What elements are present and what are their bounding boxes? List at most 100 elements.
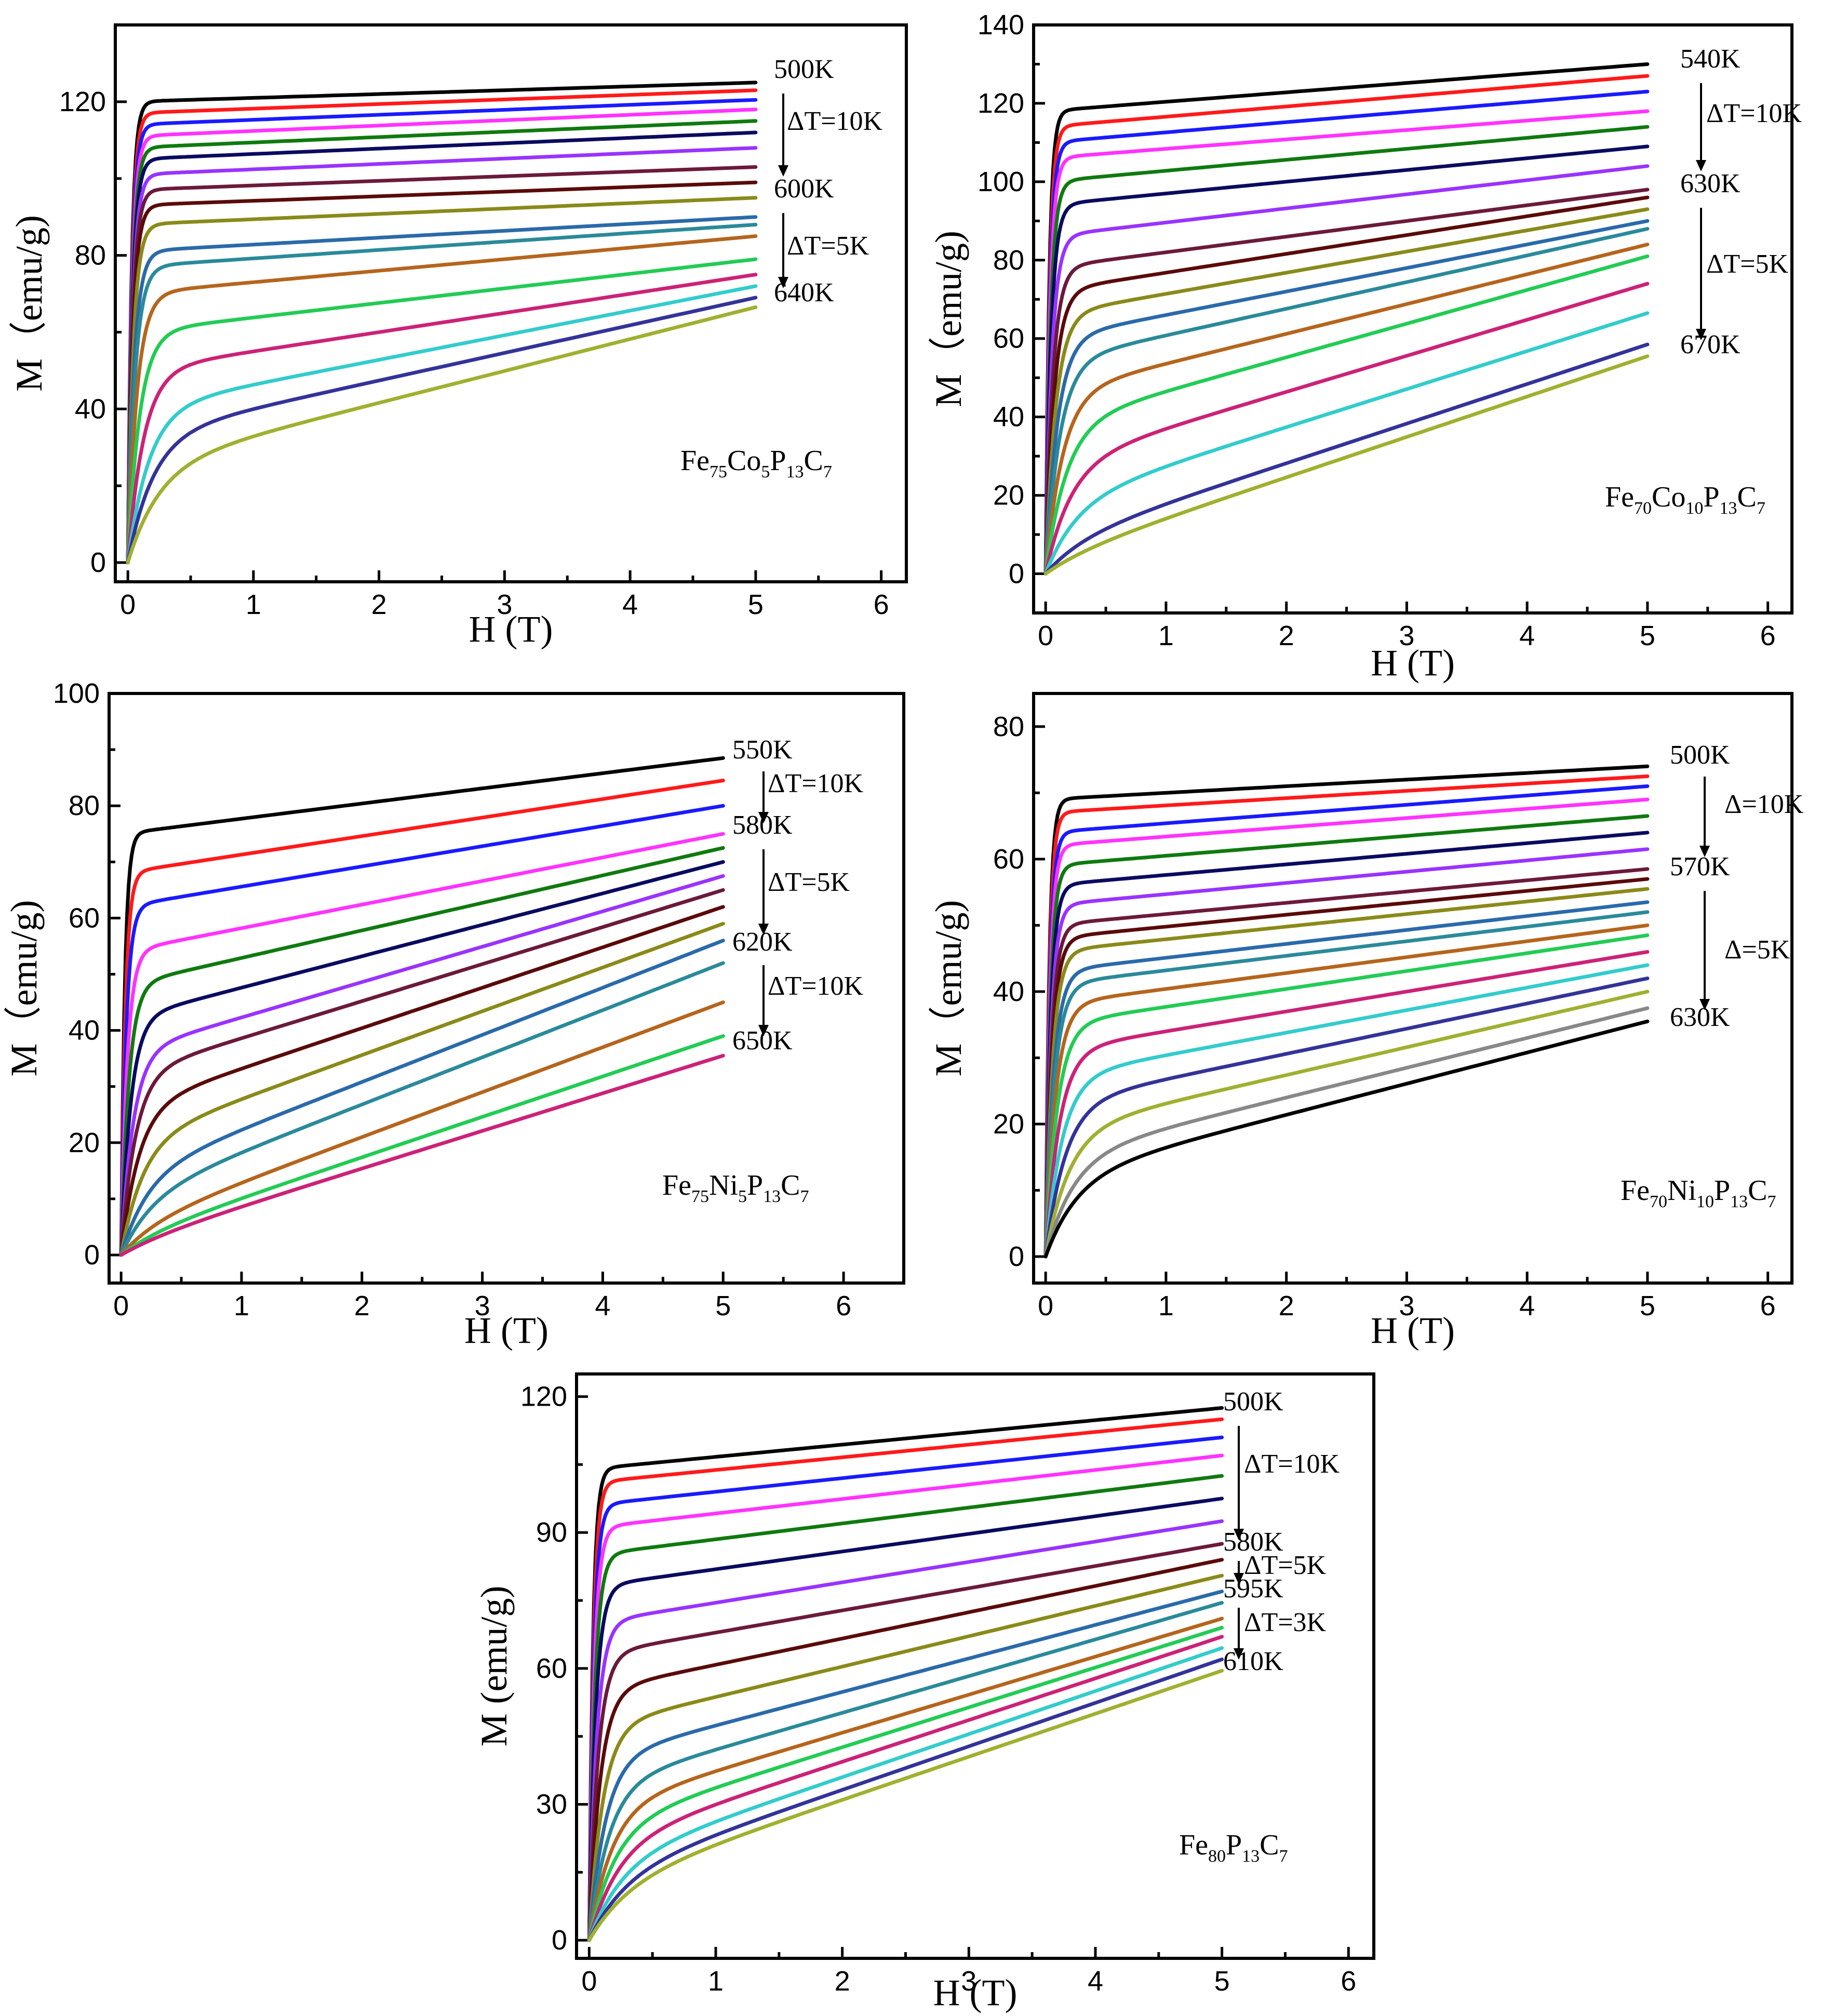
x-tick-label: 6 [1760,620,1776,651]
x-tick-label: 2 [354,1290,370,1321]
series-curve-1 [1043,62,1650,576]
x-tick-label: 4 [1519,620,1535,651]
y-tick-label: 60 [69,902,100,933]
series-curve-14 [587,1625,1224,1942]
step-label: ΔT=5K [787,231,869,261]
y-tick-label: 100 [978,166,1024,197]
series-curve-19 [1043,1006,1650,1259]
y-tick-label: 20 [993,1109,1024,1140]
series-curve-2 [1043,74,1650,576]
temperature-label: 670K [1680,330,1741,359]
temperature-label: 580K [1223,1527,1283,1557]
series-curve-2 [126,88,758,565]
step-label: ΔT=10K [787,106,883,136]
plot-frame [114,23,908,583]
series-curve-14 [1043,254,1650,576]
series-curve-20 [1043,1019,1650,1259]
series-curve-13 [119,1000,725,1257]
x-tick-label: 0 [113,1290,129,1321]
x-tick-label: 5 [748,589,764,620]
arrow-head [778,165,788,177]
y-axis-label: M（emu/g) [8,215,50,392]
arrow-head [758,812,769,823]
x-tick-label: 2 [371,589,387,620]
series-curve-5 [587,1474,1224,1942]
series-curve-9 [119,905,725,1257]
step-label: ΔT=10K [768,769,864,798]
series-curve-15 [1043,950,1650,1259]
series-curve-18 [587,1668,1224,1942]
y-tick-label: 30 [536,1788,567,1820]
composition-label: Fe70​Co10​P13​C7​ [1605,481,1765,518]
series-curve-8 [1043,188,1650,576]
step-label: ΔT=10K [1706,99,1802,128]
series-curve-15 [119,1053,725,1257]
series-curve-10 [1043,887,1650,1259]
composition-label: Fe80​P13​C7​ [1179,1829,1288,1866]
series-curve-17 [126,296,758,565]
series-curve-3 [1043,784,1650,1259]
series-curve-11 [119,939,725,1257]
series-curve-11 [1043,900,1650,1259]
series-curve-6 [126,130,758,565]
arrow-head [1696,329,1706,340]
y-axis-label: M（emu/g) [928,900,969,1077]
series-curve-1 [126,81,758,565]
series-curve-1 [1043,764,1650,1259]
x-tick-label: 4 [1519,1290,1535,1321]
temperature-label: 600K [774,174,834,204]
y-tick-label: 0 [552,1925,567,1956]
series-curve-4 [1043,797,1650,1259]
x-tick-label: 1 [1158,620,1174,651]
y-tick-label: 60 [536,1653,567,1684]
y-tick-label: 60 [993,323,1024,354]
y-tick-label: 90 [536,1517,567,1548]
x-tick-label: 6 [1341,1966,1356,1997]
series-curve-9 [126,180,758,565]
temperature-label: 500K [1223,1387,1283,1417]
temperature-label: 540K [1680,44,1741,74]
arrow-head [1234,1648,1244,1660]
x-tick-label: 5 [1640,620,1655,651]
series-curve-9 [587,1558,1224,1942]
series-curve-1 [587,1406,1224,1942]
composition-label: Fe75​Co5​P13​C7​ [680,445,832,482]
series-curve-13 [126,234,758,565]
x-tick-label: 3 [1399,620,1414,651]
step-label: ΔT=10K [1244,1449,1340,1479]
series-curve-8 [126,165,758,565]
arrow-head [1234,1573,1244,1584]
step-label: Δ=10K [1724,790,1804,819]
temperature-label: 550K [732,735,793,765]
y-tick-label: 80 [993,245,1024,276]
arrow-head [758,1025,769,1036]
x-axis-label: H (T) [469,608,553,650]
x-tick-label: 6 [1760,1290,1776,1321]
y-tick-label: 0 [84,1239,100,1271]
x-tick-label: 1 [246,589,261,620]
series-curve-2 [1043,774,1650,1259]
series-curve-17 [1043,976,1650,1259]
x-tick-label: 2 [835,1966,850,1997]
series-curve-16 [587,1646,1224,1942]
series-curve-10 [587,1573,1224,1942]
x-tick-label: 0 [1038,1290,1053,1321]
series-curve-11 [126,215,758,565]
step-label: ΔT=3K [1244,1608,1327,1637]
series-curve-2 [119,779,725,1257]
plot-frame [575,1372,1375,1960]
y-tick-label: 0 [1009,558,1024,590]
x-tick-label: 5 [715,1290,731,1321]
y-axis-label: M（emu/g) [3,900,45,1077]
series-curve-8 [119,888,725,1257]
series-curve-7 [587,1519,1224,1942]
x-tick-label: 3 [1399,1290,1414,1321]
series-curve-8 [587,1542,1224,1942]
series-curve-17 [1043,342,1650,576]
arrow-head [1696,160,1706,171]
